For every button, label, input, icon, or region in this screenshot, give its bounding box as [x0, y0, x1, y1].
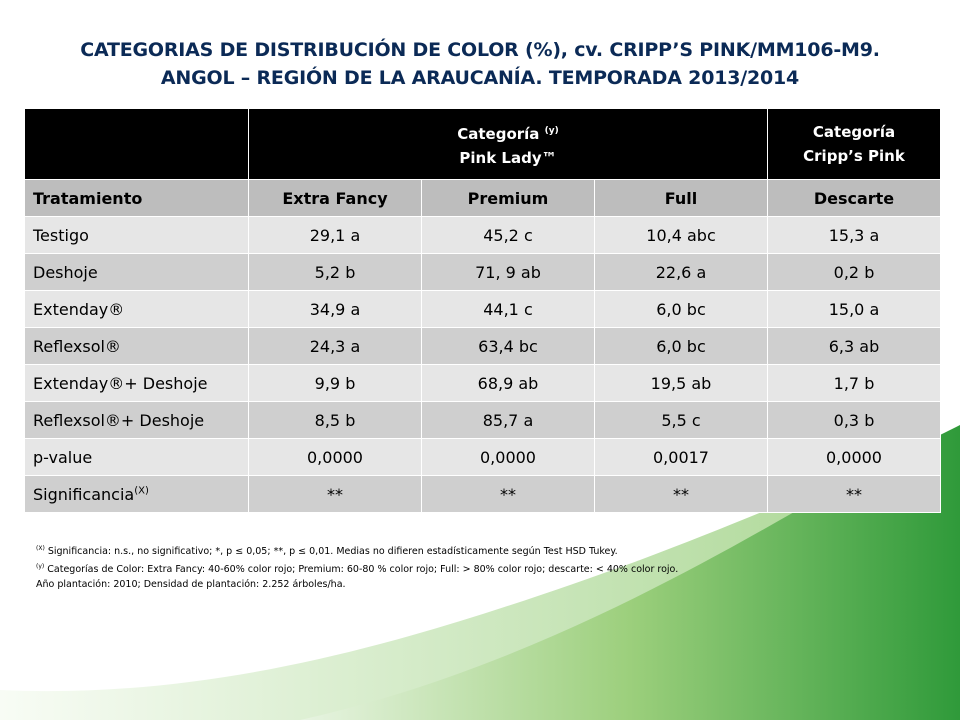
cell-descarte: 6,3 ab [767, 327, 941, 365]
cell-premium: 0,0000 [421, 438, 595, 476]
cell-descarte: ** [767, 475, 941, 513]
table-row-significance: Significancia(X) ** ** ** ** [24, 475, 941, 513]
table-row-p-value: p-value 0,0000 0,0000 0,0017 0,0000 [24, 438, 941, 476]
table-row: Extenday® 34,9 a 44,1 c 6,0 bc 15,0 a [24, 290, 941, 328]
cell-extra-fancy: 24,3 a [248, 327, 422, 365]
cell-extra-fancy: 29,1 a [248, 216, 422, 254]
cell-descarte: 15,0 a [767, 290, 941, 328]
table-row: Deshoje 5,2 b 71, 9 ab 22,6 a 0,2 b [24, 253, 941, 291]
color-distribution-table: Categoría (y) Pink Lady™ Categoría Cripp… [24, 108, 941, 513]
cell-full: 5,5 c [594, 401, 768, 439]
footnote-x-text: Significancia: n.s., no significativo; *… [47, 546, 618, 558]
row-label: Reflexsol® [24, 327, 249, 365]
cell-extra-fancy: 34,9 a [248, 290, 422, 328]
cell-full: 6,0 bc [594, 327, 768, 365]
cell-extra-fancy: ** [248, 475, 422, 513]
footnote-y-sup: (y) [36, 563, 45, 571]
header-pink-lady-sup: (y) [544, 125, 559, 136]
cell-premium: 71, 9 ab [421, 253, 595, 291]
row-label: Deshoje [24, 253, 249, 291]
row-label-significance: Significancia(X) [24, 475, 249, 513]
cell-descarte: 1,7 b [767, 364, 941, 402]
header-pink-lady-category: Categoría (y) Pink Lady™ [248, 108, 768, 180]
title-line-1: CATEGORIAS DE DISTRIBUCIÓN DE COLOR (%),… [80, 39, 880, 61]
cell-descarte: 0,2 b [767, 253, 941, 291]
cell-full: 6,0 bc [594, 290, 768, 328]
table-row: Extenday®+ Deshoje 9,9 b 68,9 ab 19,5 ab… [24, 364, 941, 402]
table-row: Testigo 29,1 a 45,2 c 10,4 abc 15,3 a [24, 216, 941, 254]
header-empty-cell [24, 108, 249, 180]
header-pink-lady-label: Categoría [457, 124, 540, 143]
row-label: Extenday® [24, 290, 249, 328]
footnote-x-sup: (X) [36, 545, 45, 552]
significance-label: Significancia [33, 484, 135, 504]
cell-extra-fancy: 0,0000 [248, 438, 422, 476]
cell-premium: 44,1 c [421, 290, 595, 328]
cell-full: 19,5 ab [594, 364, 768, 402]
cell-extra-fancy: 8,5 b [248, 401, 422, 439]
footnote-plantation: Año plantación: 2010; Densidad de planta… [36, 579, 346, 591]
cell-premium: 85,7 a [421, 401, 595, 439]
row-label: Testigo [24, 216, 249, 254]
header-cripps-pink-sub: Cripp’s Pink [803, 147, 905, 165]
cell-descarte: 15,3 a [767, 216, 941, 254]
cell-premium: ** [421, 475, 595, 513]
row-label: Reflexsol®+ Deshoje [24, 401, 249, 439]
footnote-x: (X) Significancia: n.s., no significativ… [36, 541, 916, 559]
column-header-tratamiento: Tratamiento [24, 179, 249, 217]
table-group-header-row: Categoría (y) Pink Lady™ Categoría Cripp… [24, 108, 941, 180]
slide-title: CATEGORIAS DE DISTRIBUCIÓN DE COLOR (%),… [0, 36, 960, 92]
cell-full: ** [594, 475, 768, 513]
cell-full: 10,4 abc [594, 216, 768, 254]
column-header-full: Full [594, 179, 768, 217]
table-row: Reflexsol® 24,3 a 63,4 bc 6,0 bc 6,3 ab [24, 327, 941, 365]
cell-full: 0,0017 [594, 438, 768, 476]
row-label: Extenday®+ Deshoje [24, 364, 249, 402]
cell-descarte: 0,0000 [767, 438, 941, 476]
footnotes: (X) Significancia: n.s., no significativ… [36, 541, 916, 592]
header-cripps-pink-label: Categoría [812, 123, 896, 141]
column-header-descarte: Descarte [767, 179, 941, 217]
row-label: p-value [24, 438, 249, 476]
cell-full: 22,6 a [594, 253, 768, 291]
column-header-extra-fancy: Extra Fancy [248, 179, 422, 217]
cell-extra-fancy: 9,9 b [248, 364, 422, 402]
column-header-premium: Premium [421, 179, 595, 217]
title-line-2: ANGOL – REGIÓN DE LA ARAUCANÍA. TEMPORAD… [160, 67, 800, 89]
significance-sup: (X) [134, 485, 149, 497]
header-pink-lady-sub: Pink Lady™ [459, 148, 557, 167]
cell-premium: 45,2 c [421, 216, 595, 254]
cell-premium: 63,4 bc [421, 327, 595, 365]
cell-extra-fancy: 5,2 b [248, 253, 422, 291]
cell-descarte: 0,3 b [767, 401, 941, 439]
table-row: Reflexsol®+ Deshoje 8,5 b 85,7 a 5,5 c 0… [24, 401, 941, 439]
cell-premium: 68,9 ab [421, 364, 595, 402]
footnote-y-text: Categorías de Color: Extra Fancy: 40-60%… [47, 564, 679, 576]
table-column-header-row: Tratamiento Extra Fancy Premium Full Des… [24, 179, 941, 217]
header-cripps-pink-category: Categoría Cripp’s Pink [767, 108, 941, 180]
footnote-y: (y) Categorías de Color: Extra Fancy: 40… [36, 559, 916, 577]
